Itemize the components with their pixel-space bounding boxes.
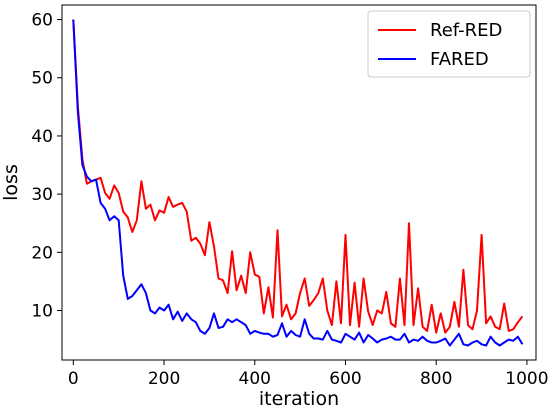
y-axis-label: loss (0, 164, 22, 201)
x-tick-label: 600 (329, 369, 361, 389)
plot-frame (61, 4, 537, 361)
legend-box (367, 10, 531, 78)
ticks-layer: 0 200 400 600 800 1000 10 20 30 40 50 60 (31, 11, 548, 389)
y-tick-label: 50 (31, 69, 53, 89)
series-line-ref-red (72, 19, 524, 334)
y-tick-label: 60 (31, 11, 53, 31)
x-tick-label: 0 (68, 369, 79, 389)
y-tick-label: 30 (31, 185, 53, 205)
x-tick-label: 400 (239, 369, 271, 389)
y-tick-label: 20 (31, 243, 53, 263)
y-tick-label: 10 (31, 302, 53, 322)
y-tick-label: 40 (31, 127, 53, 147)
axes-layer (61, 4, 537, 361)
legend-label: FARED (430, 49, 489, 70)
series-line-fared (72, 19, 524, 347)
legend: Ref-RED FARED (367, 10, 531, 78)
series-layer (72, 19, 524, 347)
x-axis-label: iteration (259, 388, 339, 410)
x-tick-label: 800 (420, 369, 452, 389)
x-tick-label: 1000 (505, 369, 548, 389)
legend-label: Ref-RED (430, 20, 502, 41)
x-tick-label: 200 (148, 369, 180, 389)
